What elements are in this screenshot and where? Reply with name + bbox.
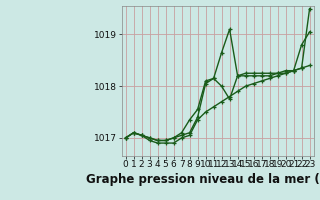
X-axis label: Graphe pression niveau de la mer (hPa): Graphe pression niveau de la mer (hPa) [86,173,320,186]
